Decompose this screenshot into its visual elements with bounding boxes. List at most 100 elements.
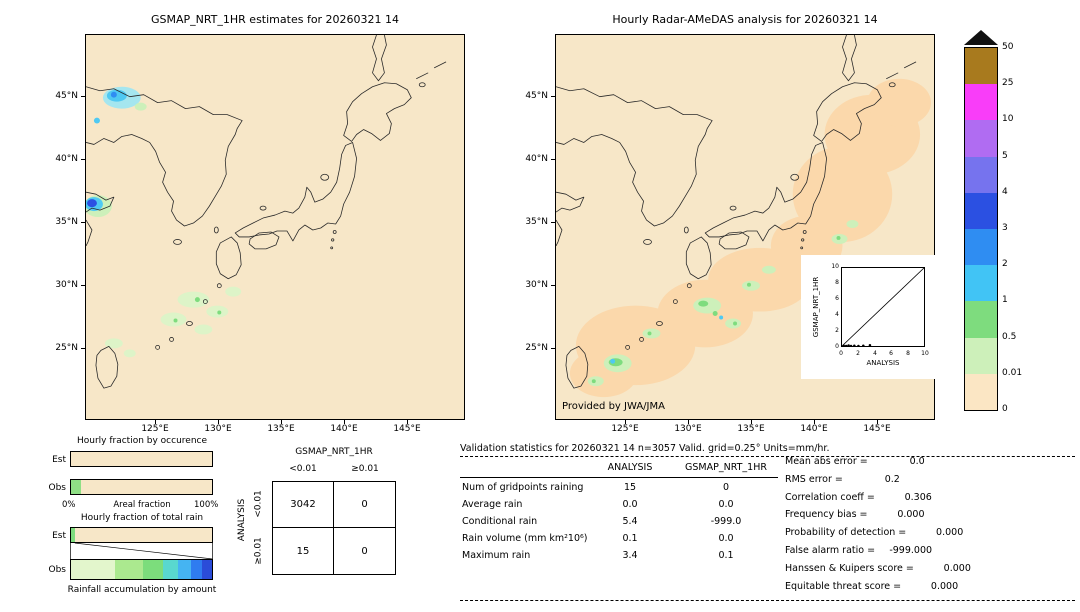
inset-y-tick: 6 <box>835 295 839 302</box>
validation-row: Maximum rain 3.4 0.1 <box>460 548 780 565</box>
gsmap-value: 0.0 <box>718 533 734 544</box>
tick-mark <box>551 285 555 286</box>
tick-mark <box>281 420 282 424</box>
score-row: Equitable threat score = 0.000 <box>785 581 1075 599</box>
gsmap-value: -999.0 <box>710 516 742 527</box>
coastline <box>86 35 447 389</box>
tick-mark <box>751 420 752 424</box>
inset-y-tick: 4 <box>835 311 839 318</box>
bar-segment <box>71 560 115 579</box>
score-value: 0.2 <box>884 473 900 485</box>
lat-tick-label: 35°N <box>525 217 548 227</box>
score-label: RMS error <box>785 473 832 485</box>
colorbar-label: 0 <box>1002 404 1008 414</box>
tick-mark <box>81 159 85 160</box>
contingency-cell: 15 <box>273 528 334 574</box>
inset-x-tick: 0 <box>839 350 843 357</box>
lat-tick-label: 30°N <box>55 280 78 290</box>
left-map-canvas <box>86 35 447 389</box>
lon-tick-label: 130°E <box>204 424 232 434</box>
equals-sign: = <box>866 491 875 503</box>
contingency-header: GSMAP_NRT_1HR <box>295 447 373 457</box>
lon-tick-label: 125°E <box>611 424 639 434</box>
divider-dashed <box>460 600 1075 601</box>
tick-mark <box>551 159 555 160</box>
analysis-value: 5.4 <box>622 516 638 527</box>
row-label-est: Est <box>52 455 66 465</box>
score-value: -999.000 <box>889 544 933 556</box>
colorbar-segment <box>965 48 997 85</box>
validation-title: Validation statistics for 20260321 14 n=… <box>460 443 830 454</box>
colorbar-label: 25 <box>1002 78 1014 89</box>
inset-x-tick: 2 <box>856 350 860 357</box>
inset-y-tick: 10 <box>831 263 839 270</box>
bar-segment <box>75 528 212 542</box>
score-label: Hanssen & Kuipers score <box>785 562 903 574</box>
axis-title: Areal fraction <box>113 500 171 510</box>
equals-sign: = <box>893 580 902 592</box>
scatter-point <box>849 344 853 346</box>
scatter-point <box>842 344 845 346</box>
colorbar-label: 2 <box>1002 259 1008 270</box>
tick-mark <box>81 96 85 97</box>
score-row: Hanssen & Kuipers score = 0.000 <box>785 563 1075 581</box>
contingency-col-label: <0.01 <box>289 464 317 474</box>
lat-tick-label: 35°N <box>55 217 78 227</box>
scatter-point <box>844 344 848 346</box>
bar-segment <box>190 560 203 579</box>
tick-mark <box>155 420 156 424</box>
scatter-point <box>847 344 850 346</box>
inset-x-tick: 8 <box>906 350 910 357</box>
colorbar-segment <box>965 156 997 193</box>
right-map-canvas <box>556 35 932 398</box>
equals-sign: = <box>834 473 843 485</box>
score-label: False alarm ratio <box>785 544 865 556</box>
right-map-title: Hourly Radar-AMeDAS analysis for 2026032… <box>612 13 878 26</box>
score-row: False alarm ratio = -999.000 <box>785 545 1075 563</box>
colorbar-label: 1 <box>1002 295 1008 306</box>
occurrence-obs-bar <box>70 479 213 495</box>
analysis-value: 3.4 <box>622 550 638 561</box>
analysis-value: 0.1 <box>622 533 638 544</box>
analysis-value: 15 <box>623 482 637 493</box>
tick-mark <box>625 420 626 424</box>
validation-col-header: ANALYSIS <box>607 462 653 473</box>
colorbar-label: 10 <box>1002 114 1014 125</box>
colorbar-segment <box>965 301 997 338</box>
lon-tick-label: 140°E <box>800 424 828 434</box>
lon-tick-label: 130°E <box>674 424 702 434</box>
contingency-row-axis-label: ANALYSIS <box>237 498 247 542</box>
axis-min-label: 0% <box>62 500 76 510</box>
lon-tick-label: 135°E <box>737 424 765 434</box>
lat-tick-label: 30°N <box>525 280 548 290</box>
colorbar-label: 4 <box>1002 186 1008 197</box>
bar-segment <box>80 480 212 494</box>
score-list: Mean abs error = 0.0 RMS error = 0.2 Correla… <box>785 456 1075 598</box>
bar-segment <box>162 560 179 579</box>
metric-label: Maximum rain <box>462 550 531 561</box>
tick-mark <box>407 420 408 424</box>
tick-mark <box>81 285 85 286</box>
colorbar-segment <box>965 120 997 157</box>
bar-segment <box>142 560 163 579</box>
colorbar-label: 0.5 <box>1002 331 1017 342</box>
contingency-row-label: ≥0.01 <box>253 537 264 565</box>
score-value: 0.000 <box>930 580 959 592</box>
tick-mark <box>81 222 85 223</box>
lat-tick-label: 40°N <box>525 154 548 164</box>
inset-scatter-panel: GSMAP_NRT_1HR 10 8 6 4 2 0 0 2 4 6 8 10 … <box>801 255 936 379</box>
score-value: 0.000 <box>897 509 925 521</box>
metric-label: Num of gridpoints raining <box>462 482 584 493</box>
colorbar-segment <box>965 229 997 266</box>
tick-mark <box>218 420 219 424</box>
colorbar-label: 0.01 <box>1002 367 1023 378</box>
row-label-obs: Obs <box>48 565 67 575</box>
lat-tick-label: 25°N <box>55 343 78 353</box>
score-value: 0.000 <box>936 527 964 539</box>
lon-tick-label: 125°E <box>141 424 169 434</box>
colorbar-labels: 50 25 10 5 4 3 2 1 0.5 0.01 0 <box>1002 42 1038 414</box>
gsmap-value: 0 <box>722 482 730 493</box>
occurrence-est-bar <box>70 451 213 467</box>
totalrain-chart-caption: Rainfall accumulation by amount <box>67 585 217 595</box>
